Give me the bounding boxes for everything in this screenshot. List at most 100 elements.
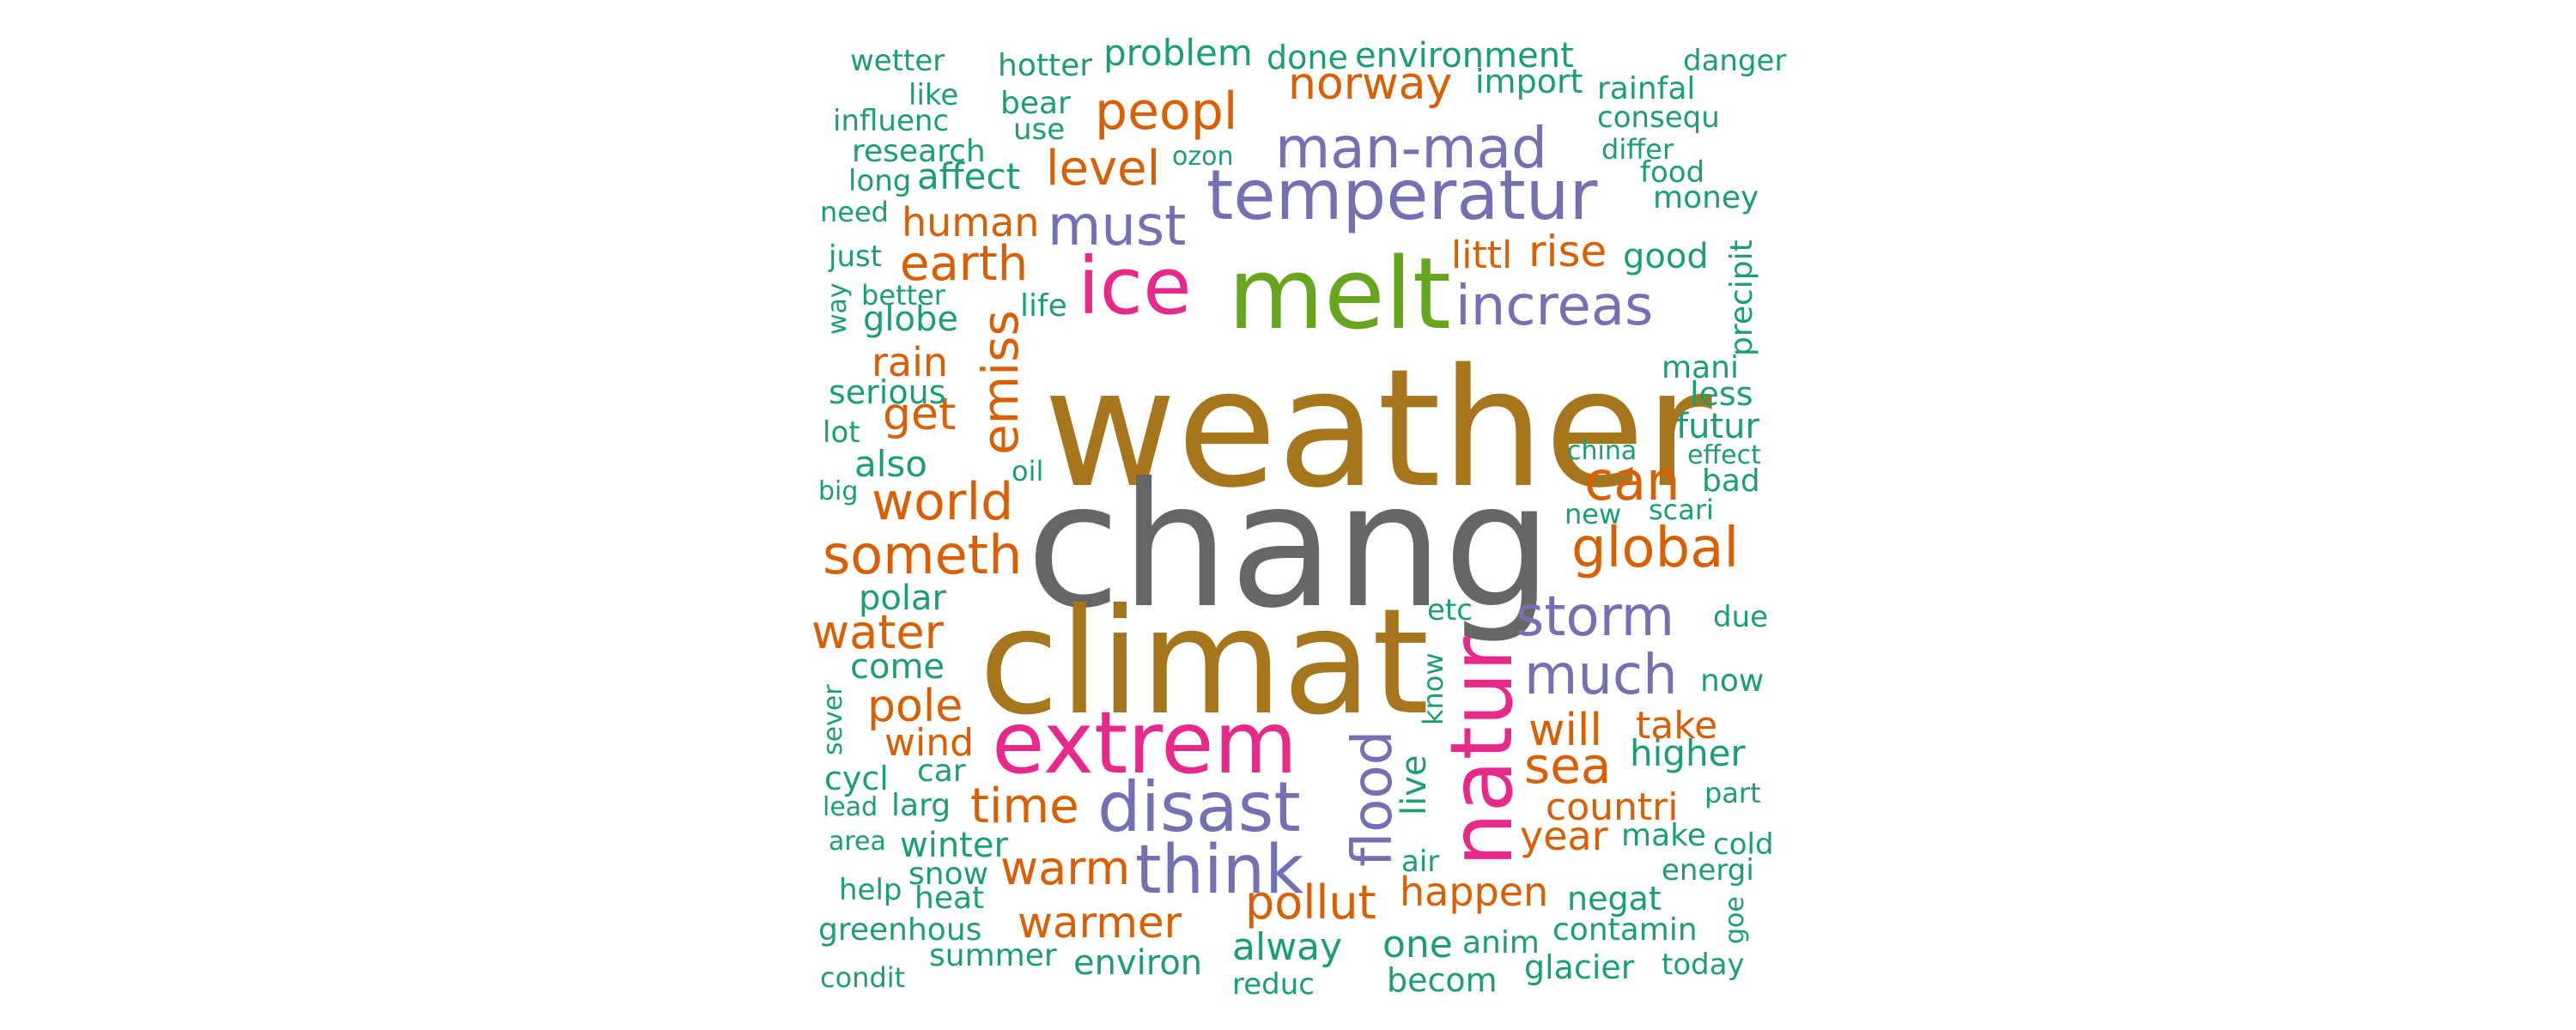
- word-heat: heat: [914, 881, 984, 916]
- word-anim: anim: [1462, 925, 1540, 960]
- word-consequ: consequ: [1597, 100, 1720, 135]
- word-rise: rise: [1528, 227, 1607, 276]
- word-happen: happen: [1400, 869, 1548, 915]
- word-natur: natur: [1431, 636, 1532, 867]
- word-bad: bad: [1702, 464, 1760, 499]
- word-one: one: [1382, 923, 1453, 966]
- word-storm: storm: [1516, 585, 1674, 649]
- word-research: research: [852, 134, 986, 169]
- word-now: now: [1700, 663, 1764, 699]
- word-take: take: [1636, 704, 1717, 748]
- word-disast: disast: [1097, 767, 1301, 847]
- word-need: need: [820, 196, 889, 228]
- word-cycl: cycl: [824, 760, 889, 797]
- word-rain: rain: [872, 339, 948, 385]
- word-china: china: [1567, 436, 1637, 466]
- word-pollut: pollut: [1245, 876, 1376, 930]
- word-futur: futur: [1676, 407, 1759, 446]
- word-get: get: [883, 389, 956, 440]
- word-way: way: [823, 282, 853, 335]
- word-chang: chang: [1026, 446, 1552, 646]
- word-higher: higher: [1630, 732, 1746, 774]
- word-condit: condit: [820, 961, 905, 994]
- word-due: due: [1713, 600, 1768, 634]
- word-will: will: [1528, 705, 1602, 756]
- word-mani: mani: [1662, 350, 1739, 385]
- word-water: water: [811, 605, 945, 659]
- word-energi: energi: [1662, 853, 1754, 888]
- word-summer: summer: [929, 938, 1057, 973]
- word-much: much: [1524, 644, 1678, 707]
- word-ice: ice: [1078, 240, 1192, 332]
- word-countri: countri: [1546, 785, 1678, 829]
- word-climat: climat: [979, 578, 1429, 748]
- word-global: global: [1571, 517, 1739, 580]
- word-new: new: [1564, 498, 1621, 530]
- word-world: world: [872, 472, 1013, 532]
- word-car: car: [917, 754, 966, 789]
- word-live: live: [1394, 754, 1434, 815]
- word-long: long: [848, 164, 911, 198]
- word-winter: winter: [900, 826, 1008, 865]
- word-part: part: [1704, 777, 1761, 809]
- word-wind: wind: [884, 721, 974, 765]
- word-precipit: precipit: [1724, 239, 1759, 356]
- word-temperatur: temperatur: [1206, 155, 1598, 235]
- word-oil: oil: [1012, 455, 1043, 488]
- word-polar: polar: [859, 579, 946, 618]
- word-environment: environment: [1355, 36, 1574, 76]
- word-globe: globe: [863, 300, 958, 339]
- word-flood: flood: [1341, 730, 1405, 867]
- word-level: level: [1046, 141, 1160, 197]
- word-increas: increas: [1455, 275, 1653, 338]
- word-affect: affect: [917, 155, 1020, 197]
- word-danger: danger: [1683, 44, 1786, 78]
- word-like: like: [908, 78, 958, 112]
- word-influenc: influenc: [833, 104, 949, 138]
- word-life: life: [1020, 288, 1067, 324]
- word-think: think: [1135, 832, 1303, 909]
- word-help: help: [839, 873, 902, 907]
- word-also: also: [854, 443, 927, 485]
- word-food: food: [1640, 155, 1704, 190]
- word-money: money: [1653, 180, 1759, 215]
- word-goe: goe: [1720, 896, 1750, 944]
- word-scari: scari: [1649, 494, 1714, 526]
- word-greenhous: greenhous: [818, 912, 981, 948]
- word-good: good: [1623, 237, 1709, 276]
- word-peopl: peopl: [1095, 82, 1237, 142]
- word-better: better: [861, 279, 946, 312]
- word-someth: someth: [823, 524, 1022, 586]
- word-less: less: [1690, 375, 1753, 413]
- word-know: know: [1417, 652, 1449, 725]
- word-hotter: hotter: [998, 48, 1092, 83]
- word-serious: serious: [829, 373, 946, 411]
- word-melt: melt: [1228, 237, 1451, 352]
- word-problem: problem: [1103, 32, 1253, 74]
- word-sea: sea: [1524, 736, 1611, 795]
- word-big: big: [818, 476, 858, 506]
- word-just: just: [828, 239, 882, 274]
- word-wetter: wetter: [850, 44, 945, 78]
- word-lead: lead: [823, 792, 878, 822]
- word-man-mad: man-mad: [1275, 115, 1547, 181]
- word-emiss: emiss: [971, 310, 1030, 455]
- word-differ: differ: [1601, 133, 1674, 166]
- word-cold: cold: [1713, 827, 1774, 862]
- word-pole: pole: [867, 681, 963, 732]
- word-norway: norway: [1288, 58, 1452, 110]
- word-time: time: [970, 779, 1079, 834]
- word-negat: negat: [1567, 880, 1662, 918]
- word-bear: bear: [1000, 86, 1071, 121]
- word-extrem: extrem: [992, 693, 1297, 793]
- word-snow: snow: [908, 857, 988, 892]
- word-weather: weather: [1043, 334, 1713, 524]
- word-earth: earth: [900, 236, 1028, 292]
- word-can: can: [1584, 450, 1680, 512]
- word-today: today: [1662, 948, 1745, 982]
- word-alway: alway: [1232, 925, 1342, 969]
- word-etc: etc: [1427, 593, 1473, 627]
- word-becom: becom: [1387, 961, 1498, 999]
- word-done: done: [1267, 39, 1348, 76]
